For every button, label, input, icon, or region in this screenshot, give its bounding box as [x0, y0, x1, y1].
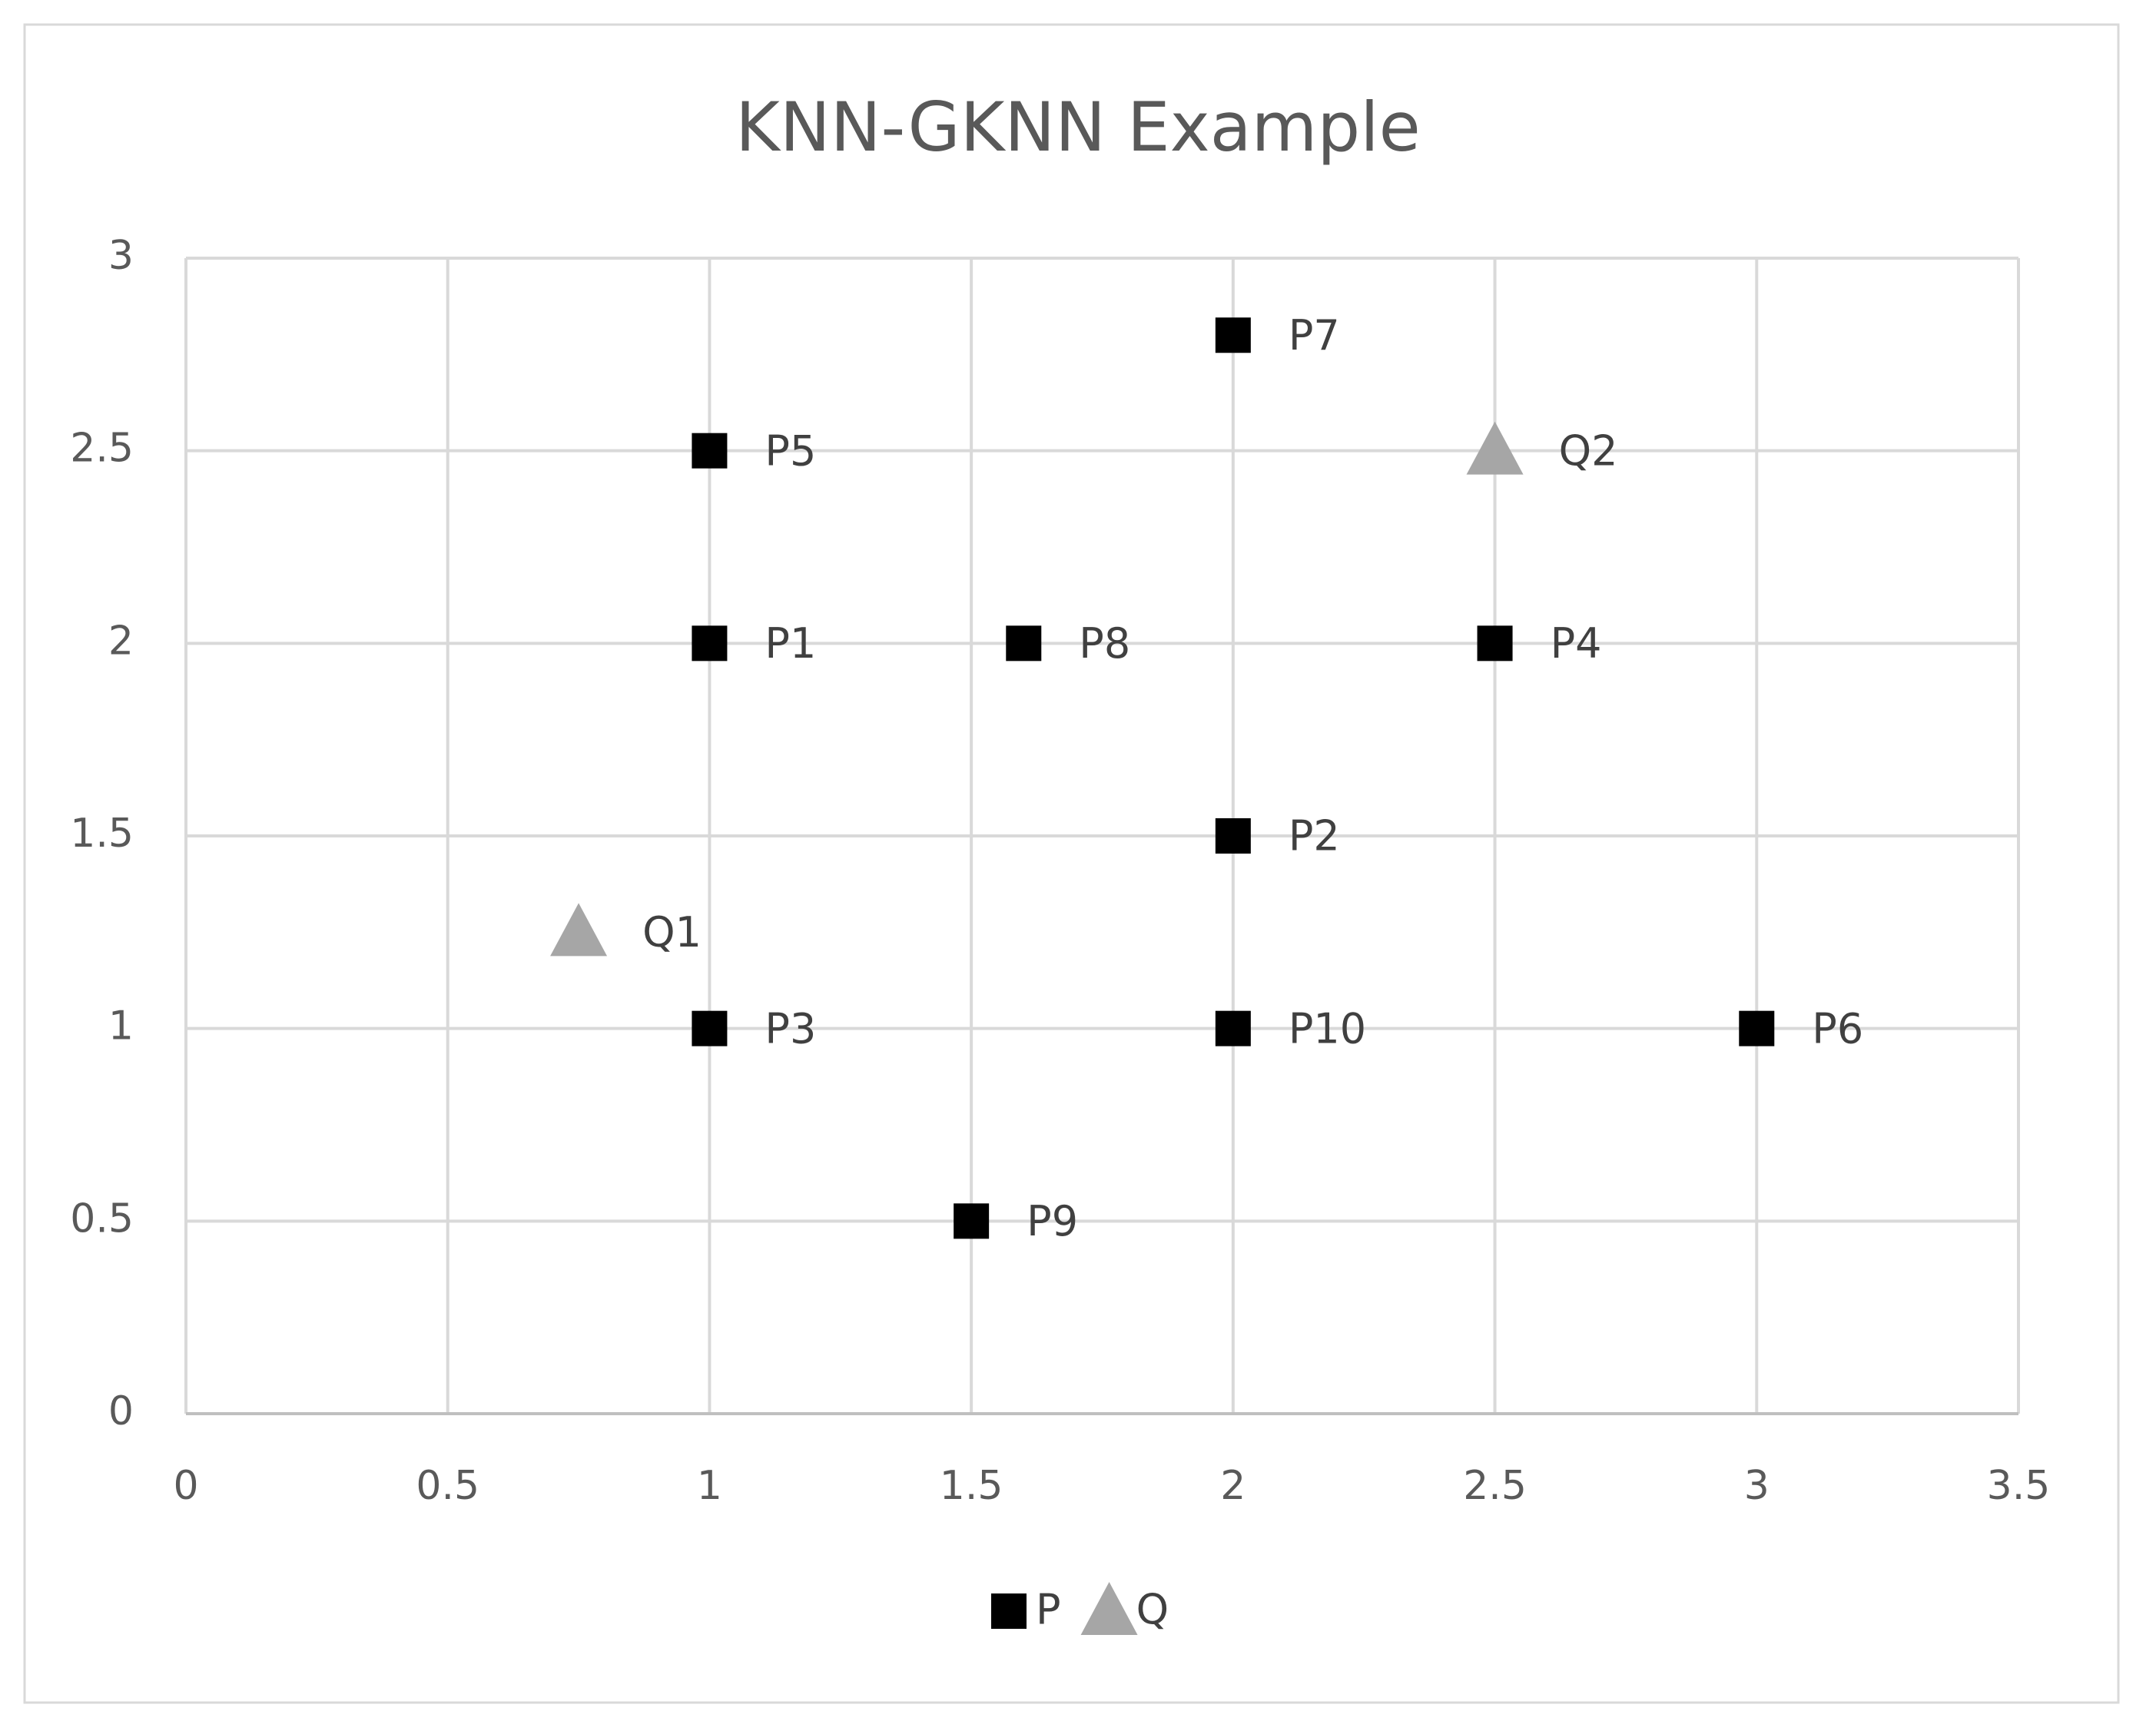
point — [1215, 317, 1251, 353]
x-tick-label: 1 — [697, 1463, 722, 1509]
point — [550, 903, 608, 957]
point — [1739, 1010, 1775, 1046]
point-label: P3 — [765, 1004, 816, 1053]
point-label: P5 — [765, 426, 816, 475]
point — [692, 1010, 728, 1046]
point — [1466, 421, 1524, 475]
point — [692, 625, 728, 662]
point-label: P2 — [1289, 812, 1340, 861]
x-tick-label: 3 — [1744, 1463, 1770, 1509]
legend-label: Q — [1136, 1586, 1169, 1634]
point-label: P10 — [1289, 1004, 1366, 1053]
point — [954, 1203, 990, 1239]
x-tick-label: 2.5 — [1463, 1463, 1527, 1509]
y-tick-label: 1.5 — [70, 811, 134, 857]
chart-border — [23, 23, 2120, 1704]
point-label: Q2 — [1559, 426, 1618, 475]
point-label: P6 — [1812, 1004, 1863, 1053]
x-tick-label: 2 — [1220, 1463, 1246, 1509]
point-label: P4 — [1551, 619, 1602, 668]
y-tick-label: 0.5 — [70, 1195, 134, 1242]
legend-marker — [1080, 1582, 1138, 1635]
point-label: P7 — [1289, 311, 1340, 360]
point-label: Q1 — [642, 908, 702, 957]
x-tick-label: 0 — [173, 1463, 198, 1509]
point-label: P1 — [765, 619, 816, 668]
point — [1215, 818, 1251, 854]
y-tick-label: 1 — [108, 1003, 134, 1050]
point-label: P9 — [1027, 1197, 1078, 1245]
legend-label: P — [1036, 1586, 1061, 1634]
point-label: P8 — [1079, 619, 1130, 668]
x-tick-label: 3.5 — [1987, 1463, 2051, 1509]
point — [1215, 1010, 1251, 1046]
point — [1006, 625, 1042, 662]
chart-title: KNN-GKNN Example — [735, 88, 1421, 167]
x-tick-label: 1.5 — [940, 1463, 1003, 1509]
point — [1477, 625, 1513, 662]
y-tick-label: 2 — [108, 618, 134, 664]
point — [692, 433, 728, 469]
x-tick-label: 0.5 — [416, 1463, 479, 1509]
legend-marker — [991, 1593, 1027, 1629]
y-tick-label: 2.5 — [70, 426, 134, 472]
y-tick-label: 3 — [108, 233, 134, 279]
y-tick-label: 0 — [108, 1388, 134, 1434]
